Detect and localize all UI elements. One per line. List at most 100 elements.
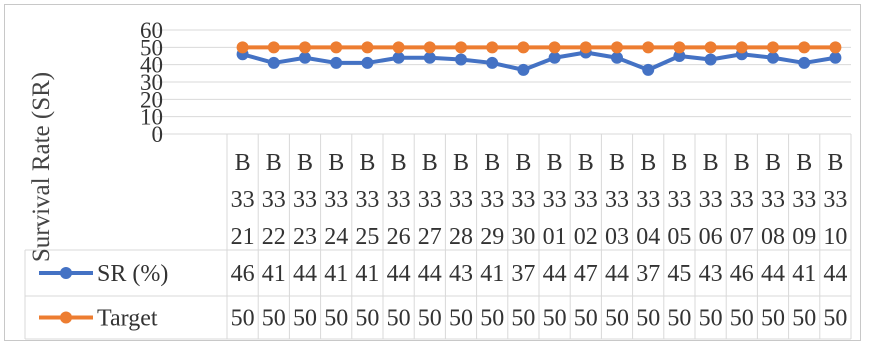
data-point xyxy=(236,41,249,54)
data-point xyxy=(361,56,374,69)
category-label: B 33 29 xyxy=(480,150,504,250)
data-table-value: 50 xyxy=(324,306,348,332)
data-table-value: 50 xyxy=(574,306,598,332)
data-table-value: 44 xyxy=(418,261,442,287)
legend-marker xyxy=(60,267,72,279)
data-point xyxy=(673,50,686,62)
category-label-line: 24 xyxy=(324,224,348,250)
category-label-line: 25 xyxy=(355,224,379,250)
category-label-line: 22 xyxy=(262,224,286,250)
data-point xyxy=(611,51,623,64)
category-label: B 33 24 xyxy=(324,150,348,250)
data-table-value: 50 xyxy=(699,306,723,332)
data-point xyxy=(455,53,467,66)
data-table-value: 44 xyxy=(387,261,411,287)
category-label-line: B xyxy=(640,150,656,176)
data-point xyxy=(423,51,436,64)
category-label-line: 33 xyxy=(480,187,504,213)
data-point xyxy=(579,41,592,54)
category-label-line: B xyxy=(235,150,251,176)
category-label: B 33 07 xyxy=(730,150,754,250)
category-label-line: 33 xyxy=(730,187,754,213)
data-table-value: 50 xyxy=(418,306,442,332)
data-point xyxy=(392,41,405,54)
category-label-line: 33 xyxy=(699,187,723,213)
category-label: B 33 10 xyxy=(823,150,847,250)
category-label-line: 33 xyxy=(324,187,348,213)
data-table-value: 41 xyxy=(262,261,286,287)
data-table-value: 50 xyxy=(667,306,691,332)
category-label-line: B xyxy=(484,150,500,176)
data-table-value: 44 xyxy=(605,261,629,287)
category-label-line: 33 xyxy=(667,187,691,213)
data-point xyxy=(330,56,343,69)
y-tick-label: 0 xyxy=(152,122,164,147)
category-label: B 33 01 xyxy=(543,150,567,250)
y-tick-label: 50 xyxy=(140,35,163,60)
category-label: B 33 08 xyxy=(761,150,785,250)
category-label-line: 29 xyxy=(480,224,504,250)
category-label-line: 33 xyxy=(293,187,317,213)
category-label-line: 33 xyxy=(262,187,286,213)
data-point xyxy=(767,51,779,64)
category-label-line: 02 xyxy=(574,224,598,250)
data-table-value: 50 xyxy=(293,306,317,332)
data-table-value: 50 xyxy=(355,306,379,332)
category-label-line: 08 xyxy=(761,224,785,250)
data-point xyxy=(798,41,811,54)
legend-label: Target xyxy=(97,306,158,332)
category-label-line: 04 xyxy=(636,224,660,250)
data-point xyxy=(267,41,280,54)
data-table-value: 37 xyxy=(636,261,660,287)
y-tick-label: 60 xyxy=(140,18,163,43)
data-table-value: 41 xyxy=(792,261,816,287)
category-label-line: 33 xyxy=(761,187,785,213)
category-label-line: 33 xyxy=(636,187,660,213)
category-label-line: 23 xyxy=(293,224,317,250)
data-point xyxy=(299,41,311,54)
data-point xyxy=(673,41,686,54)
category-label-line: 26 xyxy=(387,224,411,250)
data-table-value: 50 xyxy=(730,306,754,332)
category-label: B 33 03 xyxy=(605,150,629,250)
data-table-value: 50 xyxy=(511,306,535,332)
data-table-value: 41 xyxy=(480,261,504,287)
legend-label: SR (%) xyxy=(97,261,168,287)
data-point xyxy=(486,56,499,69)
data-point xyxy=(704,41,717,54)
data-table-value: 43 xyxy=(699,261,723,287)
data-table-value: 50 xyxy=(543,306,567,332)
category-label-line: B xyxy=(765,150,781,176)
category-label-line: 33 xyxy=(231,187,255,213)
data-point xyxy=(642,41,655,54)
category-label-line: 33 xyxy=(792,187,816,213)
category-label: B 33 23 xyxy=(293,150,317,250)
category-label-line: B xyxy=(359,150,375,176)
category-label-line: 33 xyxy=(387,187,411,213)
category-label-line: B xyxy=(515,150,531,176)
category-label: B 33 05 xyxy=(667,150,691,250)
data-table-value: 44 xyxy=(543,261,567,287)
category-label-line: 33 xyxy=(543,187,567,213)
data-point xyxy=(392,51,405,64)
data-point xyxy=(829,51,842,64)
data-table-value: 50 xyxy=(449,306,473,332)
data-point xyxy=(798,56,811,69)
data-table-value: 46 xyxy=(730,261,754,287)
data-table-value: 50 xyxy=(387,306,411,332)
data-point xyxy=(517,63,530,76)
category-label-line: 01 xyxy=(543,224,567,250)
category-label-line: B xyxy=(453,150,469,176)
category-label: B 33 04 xyxy=(636,150,660,250)
data-point xyxy=(361,41,374,54)
category-label-line: 33 xyxy=(418,187,442,213)
category-label: B 33 06 xyxy=(699,150,723,250)
data-table-value: 50 xyxy=(761,306,785,332)
data-table-value: 46 xyxy=(231,261,255,287)
data-table-value: 43 xyxy=(449,261,473,287)
data-point xyxy=(517,41,530,54)
data-point xyxy=(267,56,280,69)
y-tick-label: 10 xyxy=(140,105,163,130)
